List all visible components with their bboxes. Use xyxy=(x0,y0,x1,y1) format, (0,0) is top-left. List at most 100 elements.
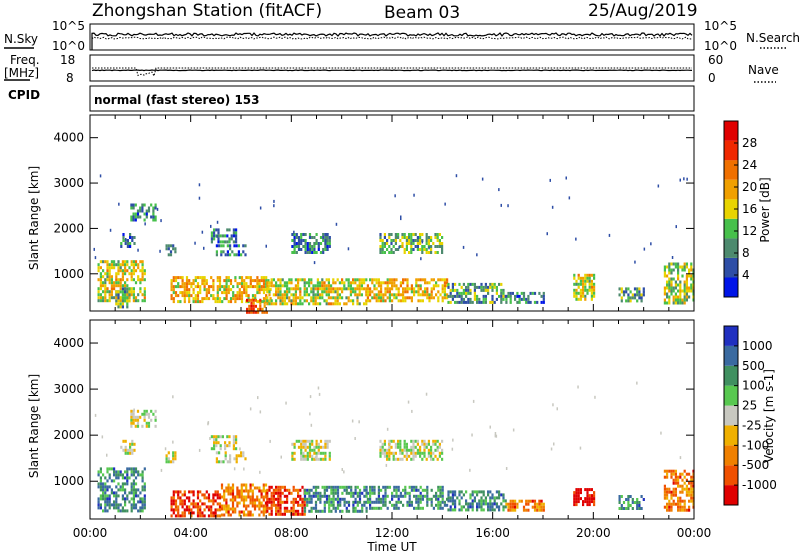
heatmap-cell xyxy=(505,300,508,304)
heatmap-cell xyxy=(117,281,120,285)
heatmap-cell xyxy=(312,296,315,300)
heatmap-cell xyxy=(507,505,510,509)
heatmap-cell xyxy=(325,500,329,504)
heatmap-cell xyxy=(201,502,204,506)
heatmap-cell xyxy=(181,291,184,295)
heatmap-cell xyxy=(432,494,435,498)
heatmap-cell xyxy=(264,483,268,487)
heatmap-cell xyxy=(339,509,342,513)
heatmap-cell xyxy=(414,245,417,248)
heatmap-cell xyxy=(447,493,450,497)
heatmap-cell xyxy=(225,294,228,298)
heatmap-cell xyxy=(386,457,389,461)
heatmap-cell xyxy=(126,296,129,300)
heatmap-cell xyxy=(495,490,498,494)
heatmap-cell xyxy=(428,293,431,297)
heatmap-cell xyxy=(679,499,682,503)
heatmap-cell xyxy=(222,460,225,464)
heatmap-cell xyxy=(394,194,396,198)
heatmap-cell xyxy=(540,294,543,298)
heatmap-cell xyxy=(291,245,294,248)
heatmap-cell xyxy=(443,278,446,282)
heatmap-cell xyxy=(108,467,111,471)
heatmap-cell xyxy=(305,287,308,291)
heatmap-cell xyxy=(245,495,248,499)
heatmap-cell xyxy=(174,454,177,458)
heatmap-cell xyxy=(281,491,284,495)
heatmap-cell xyxy=(683,499,686,503)
heatmap-cell xyxy=(141,503,144,507)
heatmap-cell xyxy=(130,497,133,501)
heatmap-cell xyxy=(261,307,264,311)
heatmap-cell xyxy=(312,287,315,291)
heatmap-cell xyxy=(363,494,366,498)
heatmap-cell xyxy=(179,276,182,280)
heatmap-cell xyxy=(593,491,596,495)
heatmap-cell xyxy=(265,279,268,283)
heatmap-cell xyxy=(666,496,669,500)
heatmap-cell xyxy=(369,506,372,510)
heatmap-cell xyxy=(283,302,286,306)
heatmap-cell xyxy=(345,302,348,306)
heatmap-cell xyxy=(670,508,673,512)
heatmap-cell xyxy=(352,299,355,303)
heatmap-cell xyxy=(201,276,204,280)
heatmap-cell xyxy=(336,503,340,507)
heatmap-cell xyxy=(323,299,326,303)
heatmap-cell xyxy=(668,262,671,266)
heatmap-cell xyxy=(482,502,485,506)
heatmap-cell xyxy=(573,288,576,292)
heatmap-cell xyxy=(622,290,626,294)
heatmap-cell xyxy=(688,505,691,509)
heatmap-cell xyxy=(272,497,275,501)
heatmap-cell xyxy=(419,494,422,498)
heatmap-cell xyxy=(188,282,191,286)
heatmap-cell xyxy=(683,469,686,473)
heatmap-cell xyxy=(679,298,682,302)
heatmap-cell xyxy=(402,299,405,303)
heatmap-cell xyxy=(321,296,324,300)
heatmap-cell xyxy=(324,239,327,242)
heatmap-cell xyxy=(458,291,461,295)
heatmap-cell xyxy=(332,494,335,498)
heatmap-cell xyxy=(130,290,133,294)
colorbar-tick-label: 500 xyxy=(742,359,765,373)
heatmap-cell xyxy=(419,278,422,282)
heatmap-cell xyxy=(190,490,193,494)
heatmap-cell xyxy=(679,301,682,305)
heatmap-cell xyxy=(124,445,127,449)
heatmap-cell xyxy=(99,467,102,471)
heatmap-cell xyxy=(181,282,184,286)
heatmap-cell xyxy=(636,290,639,294)
heatmap-cell xyxy=(110,290,113,294)
heatmap-cell xyxy=(119,503,122,507)
heatmap-cell xyxy=(181,499,184,503)
heatmap-cell xyxy=(141,476,144,480)
heatmap-cell xyxy=(373,506,376,510)
heatmap-cell xyxy=(465,490,468,494)
heatmap-cell xyxy=(538,505,541,509)
heatmap-cell xyxy=(588,279,591,283)
heatmap-cell xyxy=(516,300,519,304)
heatmap-cell xyxy=(575,294,578,298)
heatmap-cell xyxy=(215,244,218,248)
heatmap-cell xyxy=(130,482,133,486)
heatmap-cell xyxy=(498,294,501,298)
heatmap-cell xyxy=(286,506,289,510)
freq-label: Freq. xyxy=(10,53,40,67)
heatmap-cell xyxy=(476,294,479,298)
heatmap-cell xyxy=(663,484,666,488)
heatmap-cell xyxy=(270,506,273,510)
heatmap-cell xyxy=(237,253,240,257)
heatmap-cell xyxy=(326,439,329,443)
heatmap-cell xyxy=(185,505,189,509)
heatmap-cell xyxy=(484,496,487,500)
heatmap-cell xyxy=(172,490,175,494)
heatmap-cell xyxy=(437,296,440,300)
heatmap-cell xyxy=(109,228,112,232)
heatmap-cell xyxy=(121,509,124,513)
heatmap-cell xyxy=(117,293,120,297)
heatmap-cell xyxy=(593,291,596,295)
heatmap-cell xyxy=(365,500,368,504)
heatmap-cell xyxy=(443,296,446,300)
